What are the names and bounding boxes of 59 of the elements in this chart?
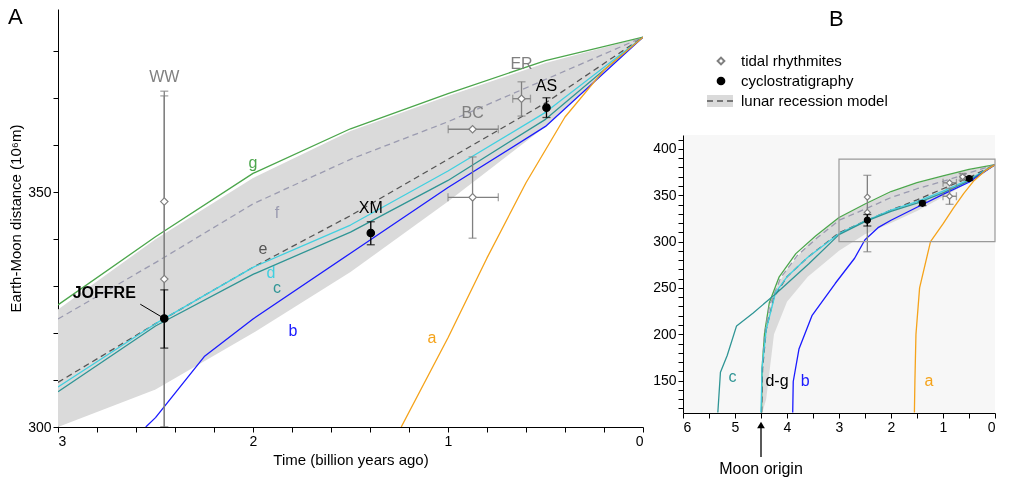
legend-label: tidal rhythmites: [741, 52, 842, 69]
point: [159, 314, 169, 323]
annotation: XM: [358, 198, 383, 216]
annotation: d-g: [765, 372, 789, 389]
x-tick-label: 2: [887, 418, 896, 435]
x-tick-label: 2: [249, 432, 258, 449]
line-series: [913, 164, 995, 413]
y-tick-label: 300: [28, 418, 52, 435]
line-series: [145, 36, 643, 427]
y-tick-label: 150: [653, 372, 677, 389]
annotation: JOFFRE: [72, 283, 137, 301]
x-axis-title: Time (billion years ago): [273, 450, 429, 468]
y-tick-label: 300: [653, 233, 677, 250]
series-label: d: [266, 264, 276, 282]
y-tick-label: 250: [653, 279, 677, 296]
x-tick-label: 1: [444, 432, 453, 449]
y-tick-label: 400: [653, 140, 677, 157]
legend-label: cyclostratigraphy: [741, 72, 855, 89]
x-tick-label: 4: [783, 418, 792, 435]
x-tick-label: 6: [683, 418, 692, 435]
point: [863, 208, 871, 216]
annotation: ER: [510, 54, 533, 72]
x-tick-label: 5: [731, 418, 740, 435]
annotation: BC: [461, 104, 484, 122]
point: [517, 94, 526, 104]
point: [159, 274, 169, 284]
point: [945, 192, 954, 200]
series-label: g: [248, 154, 258, 172]
point: [468, 193, 477, 202]
series-label: c: [728, 368, 737, 386]
x-tick-label: 1: [939, 418, 948, 435]
annotation: Moon origin: [719, 460, 803, 477]
y-axis-title: Earth-Moon distance (10⁶m): [7, 124, 25, 313]
series-label: a: [924, 371, 934, 389]
legend-label: lunar recession model: [741, 92, 888, 109]
x-tick-label: 3: [58, 432, 67, 449]
x-tick-label: 3: [835, 418, 844, 435]
y-tick-label: 350: [653, 186, 677, 203]
annotation: AS: [535, 76, 558, 94]
x-tick-label: 0: [987, 418, 996, 435]
series-label: f: [274, 203, 280, 221]
point: [366, 228, 376, 238]
point: [945, 179, 954, 187]
series-label: a: [427, 328, 437, 346]
series-label: b: [800, 372, 810, 390]
series-label: e: [258, 240, 268, 258]
point: [863, 193, 871, 201]
series-label: b: [288, 321, 298, 339]
line-series: [400, 36, 643, 427]
chart-title: B: [829, 6, 844, 31]
y-tick-label: 350: [28, 183, 52, 200]
x-tick-label: 0: [635, 432, 644, 449]
annotation: WW: [149, 68, 181, 86]
chart-title: A: [8, 4, 23, 29]
point: [542, 103, 551, 112]
point: [468, 124, 477, 134]
point: [159, 197, 169, 206]
y-tick-label: 200: [653, 325, 677, 342]
series-label: c: [273, 279, 281, 297]
